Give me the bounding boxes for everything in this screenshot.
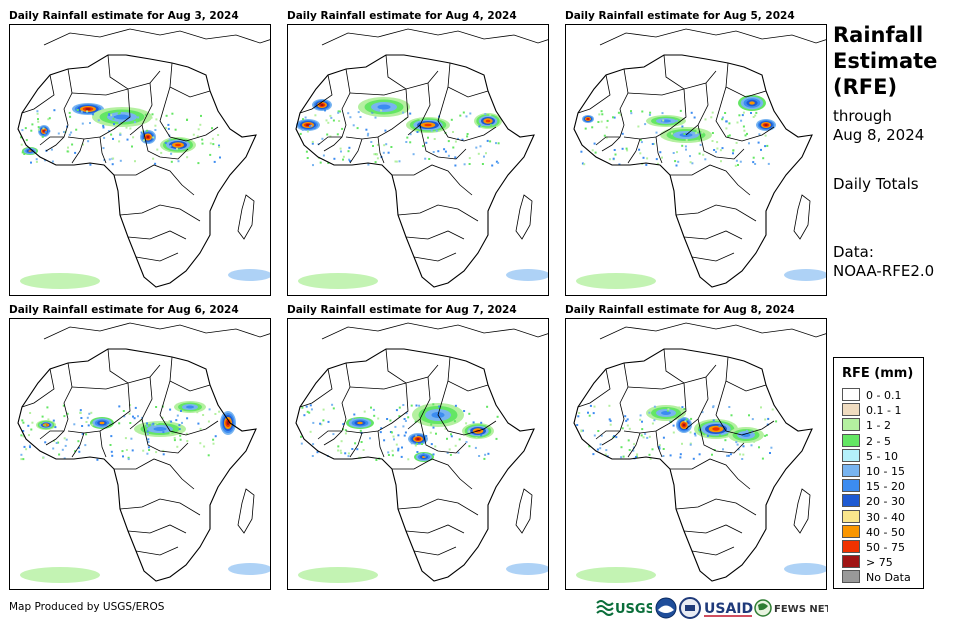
legend-swatch [842, 433, 860, 447]
legend-swatch [842, 448, 860, 462]
map-canvas [573, 322, 826, 583]
map-canvas [17, 28, 270, 289]
globe-icon [754, 599, 772, 617]
panel-title: Daily Rainfall estimate for Aug 8, 2024 [565, 304, 795, 316]
legend-item: 5 - 10 [842, 448, 898, 463]
noaa-seal-icon [655, 597, 677, 619]
rainfall-map [287, 24, 549, 296]
title-line: Rainfall [833, 23, 924, 47]
legend-swatch [842, 403, 860, 417]
map-canvas [573, 28, 826, 289]
legend-item: 40 - 50 [842, 524, 905, 539]
legend-swatch [842, 418, 860, 432]
legend-item: > 75 [842, 555, 893, 569]
main-title: Rainfall Estimate (RFE) [833, 22, 937, 100]
fewsnet-logo: FEWS NET [754, 597, 832, 619]
legend-swatch [842, 555, 860, 569]
map-canvas [17, 322, 270, 583]
legend-label: 0.1 - 1 [866, 404, 902, 418]
usaid-logo: USAID [704, 597, 754, 619]
legend-label: 30 - 40 [866, 510, 905, 524]
fewsnet-logo-text: FEWS NET [774, 604, 828, 615]
through-label: through [833, 107, 892, 125]
rainfall-map [565, 318, 827, 590]
rainfall-map [287, 318, 549, 590]
through-date: Aug 8, 2024 [833, 126, 925, 144]
noaa-logo [655, 597, 677, 619]
legend-swatch [842, 388, 860, 401]
panel-title: Daily Rainfall estimate for Aug 3, 2024 [9, 10, 239, 22]
usgs-logo-text: USGS [615, 602, 652, 617]
legend-item: 1 - 2 [842, 418, 891, 432]
legend-item: 10 - 15 [842, 464, 905, 478]
usaid-logo-text: USAID [704, 601, 753, 617]
map-credit: Map Produced by USGS/EROS [9, 601, 165, 613]
legend-item: 20 - 30 [842, 494, 905, 508]
map-canvas [295, 28, 548, 289]
totals-label: Daily Totals [833, 175, 919, 193]
legend-item: 0 - 0.1 [842, 388, 901, 402]
legend-label: 0 - 0.1 [866, 389, 902, 402]
partner-logos: USGS USAID FEWS NET [596, 597, 832, 621]
usgs-wave-icon: USGS [596, 600, 655, 617]
panel-title: Daily Rainfall estimate for Aug 4, 2024 [287, 10, 517, 22]
legend-swatch [842, 509, 860, 523]
legend-label: No Data [866, 571, 911, 585]
legend-title: RFE (mm) [842, 366, 914, 381]
rainfall-map [565, 24, 827, 296]
legend-item: 50 - 75 [842, 540, 905, 554]
legend-label: > 75 [866, 556, 893, 570]
legend-label: 40 - 50 [866, 525, 905, 539]
legend-item: 2 - 5 [842, 433, 891, 448]
legend-item: 30 - 40 [842, 509, 905, 524]
legend-label: 50 - 75 [866, 541, 905, 554]
title-line: Estimate [833, 49, 938, 73]
rainfall-map [9, 24, 271, 296]
legend-item: 0.1 - 1 [842, 403, 901, 417]
commerce-logo [679, 597, 701, 619]
legend-swatch [842, 524, 860, 538]
legend-swatch [842, 570, 860, 584]
legend-label: 15 - 20 [866, 480, 905, 494]
legend-item: 15 - 20 [842, 479, 905, 493]
panel-title: Daily Rainfall estimate for Aug 5, 2024 [565, 10, 795, 22]
panel-title: Daily Rainfall estimate for Aug 7, 2024 [287, 304, 517, 316]
rainfall-map [9, 318, 271, 590]
panel-title: Daily Rainfall estimate for Aug 6, 2024 [9, 304, 239, 316]
data-label: Data: [833, 243, 874, 261]
legend-swatch [842, 479, 860, 493]
data-source: NOAA-RFE2.0 [833, 262, 935, 280]
legend-item: No Data [842, 570, 911, 584]
legend-label: 10 - 15 [866, 465, 905, 478]
usgs-logo: USGS [596, 597, 655, 619]
commerce-seal-icon [679, 597, 701, 619]
legend-label: 1 - 2 [866, 419, 891, 433]
legend-swatch [842, 494, 860, 508]
map-canvas [295, 322, 548, 583]
legend-swatch [842, 540, 860, 553]
legend-swatch [842, 464, 860, 477]
legend-label: 5 - 10 [866, 449, 898, 463]
legend-label: 2 - 5 [866, 434, 891, 448]
title-line: (RFE) [833, 75, 898, 99]
legend-label: 20 - 30 [866, 495, 905, 509]
